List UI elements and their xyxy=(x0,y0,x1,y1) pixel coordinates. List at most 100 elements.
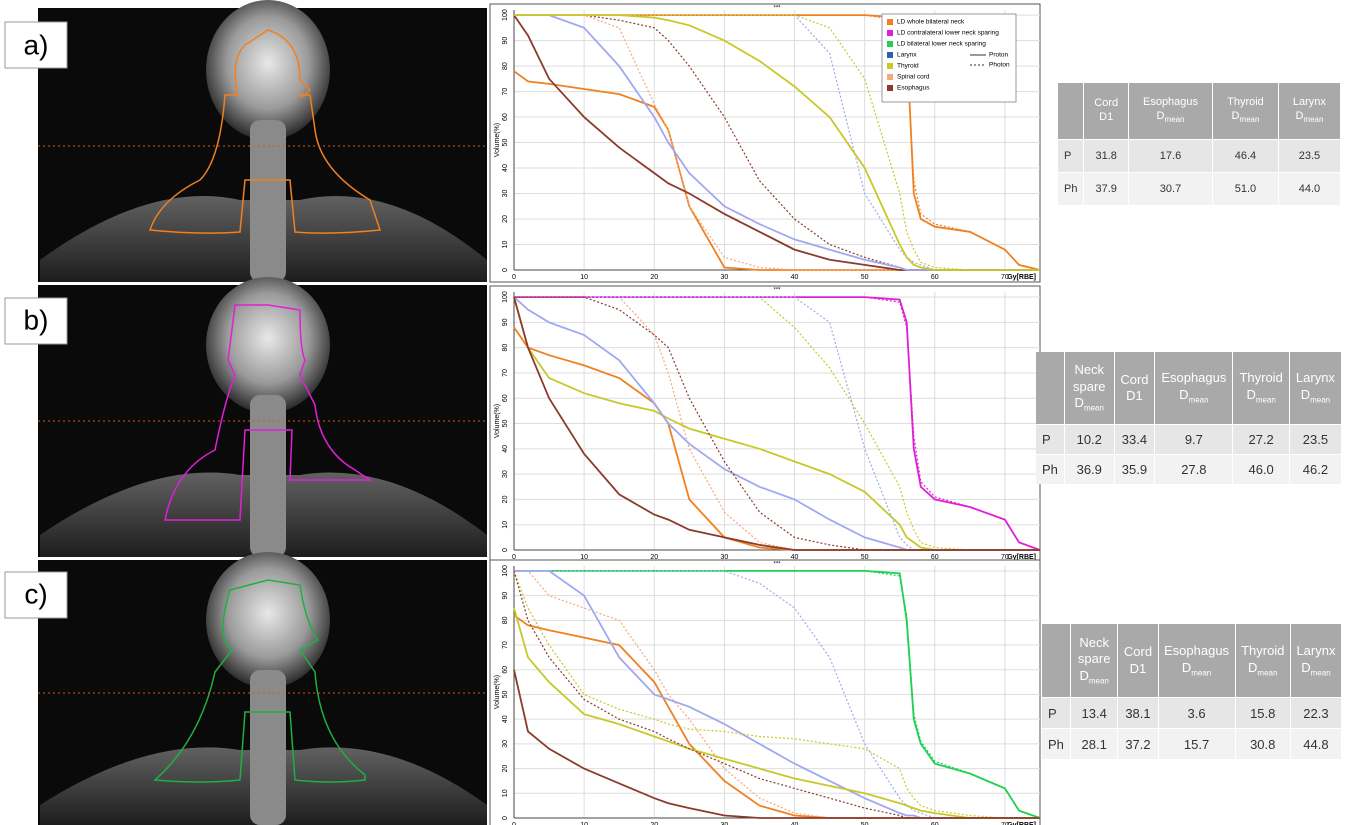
y-tick-label: 10 xyxy=(502,789,509,797)
y-tick-label: 60 xyxy=(502,394,509,402)
x-tick-label: 0 xyxy=(512,274,516,281)
y-tick-label: 50 xyxy=(502,420,509,428)
data-cell: P xyxy=(1036,424,1064,454)
y-tick-label: 100 xyxy=(502,565,509,577)
header-cell: Thyroid Dmean xyxy=(1235,624,1290,698)
data-row: Ph28.137.215.730.844.8 xyxy=(1042,729,1342,759)
y-tick-label: 50 xyxy=(502,139,509,147)
header-subscript: mean xyxy=(1311,668,1331,677)
chart-top-label: *** xyxy=(773,562,781,568)
chart-frame xyxy=(490,560,1040,825)
x-axis-label: Gy[RBE] xyxy=(1007,274,1036,281)
legend-label: Proton xyxy=(989,52,1009,59)
panel-label: a) xyxy=(24,29,49,60)
data-cell: P xyxy=(1058,139,1084,172)
data-cell: 36.9 xyxy=(1064,454,1114,484)
xray-image xyxy=(38,552,487,825)
data-cell: 38.1 xyxy=(1118,698,1158,729)
data-cell: 27.2 xyxy=(1233,424,1289,454)
y-tick-label: 10 xyxy=(502,241,509,249)
y-tick-label: 60 xyxy=(502,113,509,121)
y-tick-label: 40 xyxy=(502,445,509,453)
table-host: Cord D1Esophagus DmeanThyroid DmeanLaryn… xyxy=(1058,83,1341,205)
x-tick-label: 20 xyxy=(650,274,658,281)
xray-image xyxy=(38,277,487,557)
data-cell: 15.7 xyxy=(1158,729,1235,759)
y-tick-label: 40 xyxy=(502,164,509,172)
data-cell: 28.1 xyxy=(1070,729,1118,759)
legend-swatch xyxy=(887,85,893,91)
y-tick-label: 90 xyxy=(502,37,509,45)
header-cell: Thyroid Dmean xyxy=(1213,83,1279,139)
y-tick-label: 70 xyxy=(502,88,509,96)
legend-label: Spinal cord xyxy=(897,74,930,81)
header-row: Cord D1Esophagus DmeanThyroid DmeanLaryn… xyxy=(1058,83,1341,139)
header-cell: Neck spare Dmean xyxy=(1064,352,1114,424)
y-tick-label: 60 xyxy=(502,666,509,674)
y-tick-label: 30 xyxy=(502,190,509,198)
y-tick-label: 90 xyxy=(502,592,509,600)
data-cell: 30.8 xyxy=(1235,729,1290,759)
data-cell: 46.2 xyxy=(1289,454,1341,484)
header-cell: Neck spare Dmean xyxy=(1070,624,1118,698)
y-tick-label: 20 xyxy=(502,495,509,503)
x-tick-label: 60 xyxy=(931,274,939,281)
data-cell: 13.4 xyxy=(1070,698,1118,729)
header-text: Cord D1 xyxy=(1124,644,1152,675)
header-cell: Cord D1 xyxy=(1114,352,1155,424)
header-cell: Thyroid Dmean xyxy=(1233,352,1289,424)
header-text: Cord D1 xyxy=(1120,372,1148,403)
header-subscript: mean xyxy=(1257,668,1277,677)
header-subscript: mean xyxy=(1303,115,1323,124)
data-cell: Ph xyxy=(1042,729,1070,759)
y-tick-label: 0 xyxy=(502,548,509,552)
legend-label: Larynx xyxy=(897,52,917,59)
header-cell: Esophagus Dmean xyxy=(1158,624,1235,698)
legend-swatch xyxy=(887,74,893,80)
data-cell: 17.6 xyxy=(1128,139,1212,172)
data-cell: 51.0 xyxy=(1213,172,1279,205)
y-tick-label: 0 xyxy=(502,268,509,272)
header-subscript: mean xyxy=(1084,403,1104,412)
x-tick-label: 40 xyxy=(791,274,799,281)
y-tick-label: 100 xyxy=(502,291,509,303)
y-tick-label: 80 xyxy=(502,616,509,624)
header-row: Neck spare DmeanCord D1Esophagus DmeanTh… xyxy=(1036,352,1342,424)
data-cell: Ph xyxy=(1036,454,1064,484)
data-cell: 46.0 xyxy=(1233,454,1289,484)
data-cell: 27.8 xyxy=(1155,454,1233,484)
data-cell: 37.9 xyxy=(1084,172,1128,205)
y-axis-label: Volume(%) xyxy=(494,404,501,438)
header-subscript: mean xyxy=(1239,115,1259,124)
x-tick-label: 30 xyxy=(721,274,729,281)
data-row: P10.233.49.727.223.5 xyxy=(1036,424,1342,454)
data-cell: 31.8 xyxy=(1084,139,1128,172)
y-tick-label: 10 xyxy=(502,521,509,529)
data-cell: 23.5 xyxy=(1289,424,1341,454)
page: a) b) c) ***0102030405060708090100010203… xyxy=(0,0,1362,825)
legend-label: Esophagus xyxy=(897,85,930,92)
header-subscript: mean xyxy=(1310,395,1330,404)
legend-label: LD whole bilateral neck xyxy=(897,19,965,26)
header-subscript: mean xyxy=(1256,395,1276,404)
data-cell: 44.8 xyxy=(1290,729,1341,759)
legend-swatch xyxy=(887,52,893,58)
y-axis-label: Volume(%) xyxy=(494,123,501,157)
y-tick-label: 70 xyxy=(502,641,509,649)
data-cell: 10.2 xyxy=(1064,424,1114,454)
header-cell xyxy=(1042,624,1070,698)
panel-label: b) xyxy=(24,304,49,335)
data-cell: 37.2 xyxy=(1118,729,1158,759)
data-cell: Ph xyxy=(1058,172,1084,205)
header-cell: Cord D1 xyxy=(1118,624,1158,698)
header-subscript: mean xyxy=(1191,668,1211,677)
panel-label: c) xyxy=(24,578,47,609)
legend-label: Thyroid xyxy=(897,63,919,70)
header-cell: Larynx Dmean xyxy=(1290,624,1341,698)
data-cell: 23.5 xyxy=(1278,139,1340,172)
y-tick-label: 0 xyxy=(502,816,509,820)
y-tick-label: 70 xyxy=(502,369,509,377)
